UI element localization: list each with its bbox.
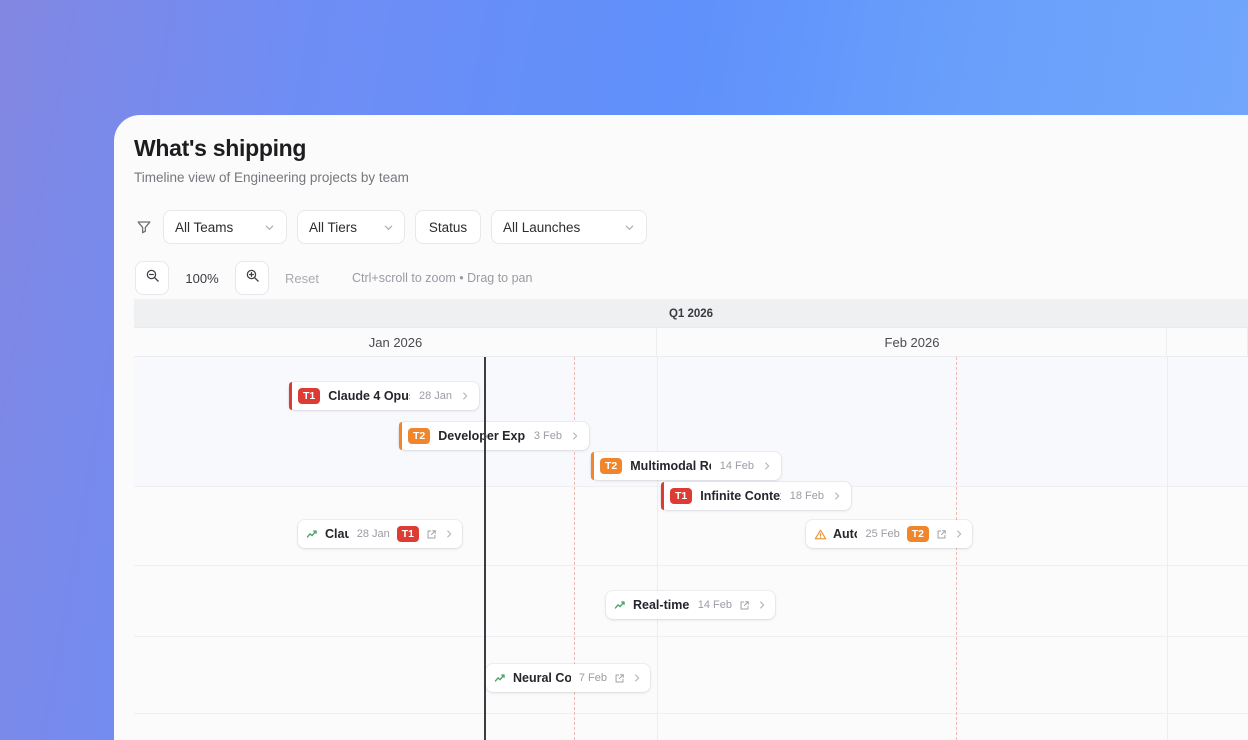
timeline-lane xyxy=(134,566,1248,637)
month-header-label: Feb 2026 xyxy=(884,335,940,350)
zoom-level-label: 100% xyxy=(185,270,219,286)
chevron-down-icon xyxy=(598,222,635,233)
grid-line xyxy=(1167,357,1168,740)
project-date: 28 Jan xyxy=(418,390,452,402)
timeline-lane xyxy=(134,714,1248,740)
zoom-in-icon xyxy=(245,268,260,288)
filter-team-label: All Teams xyxy=(175,219,234,235)
timeline-launch-chip[interactable]: Neural Computer... 7 Feb xyxy=(486,664,650,692)
warning-triangle-icon xyxy=(814,528,827,541)
grid-line xyxy=(574,357,575,740)
launch-title: Claude 4 ... xyxy=(325,527,349,541)
trend-up-icon xyxy=(494,672,507,685)
external-link-icon[interactable] xyxy=(614,673,625,684)
month-divider xyxy=(1166,328,1167,357)
project-title: Multimodal Real-t... xyxy=(630,459,710,473)
launch-date: 14 Feb xyxy=(697,599,732,611)
page-subtitle: Timeline view of Engineering projects by… xyxy=(134,170,409,185)
external-link-icon[interactable] xyxy=(936,529,947,540)
project-date: 18 Feb xyxy=(789,490,824,502)
launch-date: 7 Feb xyxy=(578,672,607,684)
tier-badge: T2 xyxy=(600,458,623,474)
filter-bar: All Teams All Tiers Status All Launches xyxy=(134,210,1248,244)
project-title: Infinite Context + ... xyxy=(700,489,781,503)
timeline-lane xyxy=(134,487,1248,566)
project-title: Developer Experie... xyxy=(438,429,525,443)
timeline-launch-chip[interactable]: Claude 4 ... 28 Jan T1 xyxy=(298,520,462,548)
filter-launch-label: All Launches xyxy=(503,219,581,235)
filter-tier-select[interactable]: All Tiers xyxy=(297,210,405,244)
filter-team-select[interactable]: All Teams xyxy=(163,210,287,244)
chevron-right-icon[interactable] xyxy=(444,529,454,539)
launch-title: Autonomo... xyxy=(833,527,857,541)
grid-line xyxy=(657,357,658,740)
timeline-lane xyxy=(134,637,1248,714)
filter-status-label: Status xyxy=(428,219,468,235)
chevron-right-icon[interactable] xyxy=(757,600,767,610)
trend-up-icon xyxy=(306,528,319,541)
filter-status-button[interactable]: Status xyxy=(415,210,481,244)
filter-tier-label: All Tiers xyxy=(309,219,358,235)
zoom-toolbar: 100% Reset Ctrl+scroll to zoom • Drag to… xyxy=(134,261,1248,295)
page-header: What's shipping Timeline view of Enginee… xyxy=(114,115,1248,295)
timeline-grid[interactable]: 23T1Claude 4 Opus + ...28 JanT2Developer… xyxy=(134,357,1248,740)
timeline-project-bar[interactable]: T1 Claude 4 Opus + ... 28 Jan xyxy=(289,382,479,410)
tier-badge: T1 xyxy=(670,488,693,504)
month-header-cell xyxy=(1167,328,1248,357)
tier-badge: T1 xyxy=(396,526,419,542)
tier-accent-bar xyxy=(591,452,594,480)
filter-launch-select[interactable]: All Launches xyxy=(491,210,647,244)
timeline-app-card: What's shipping Timeline view of Enginee… xyxy=(114,115,1248,740)
tier-badge: T2 xyxy=(906,526,929,542)
page-title: What's shipping xyxy=(134,135,307,161)
chevron-right-icon[interactable] xyxy=(570,431,580,441)
timeline-launch-chip[interactable]: Real-time Multi... 14 Feb xyxy=(606,591,775,619)
timeline-project-bar[interactable]: T1 Infinite Context + ... 18 Feb xyxy=(661,482,851,510)
tier-badge: T2 xyxy=(408,428,431,444)
timeline-project-bar[interactable]: T2 Developer Experie... 3 Feb xyxy=(399,422,589,450)
grid-line xyxy=(956,357,957,740)
tier-accent-bar xyxy=(661,482,664,510)
tier-badge: T1 xyxy=(298,388,321,404)
tier-accent-bar xyxy=(289,382,292,410)
project-date: 3 Feb xyxy=(533,430,562,442)
filter-funnel-icon xyxy=(135,218,153,236)
chevron-right-icon[interactable] xyxy=(762,461,772,471)
chevron-right-icon[interactable] xyxy=(460,391,470,401)
project-date: 14 Feb xyxy=(719,460,754,472)
project-title: Claude 4 Opus + ... xyxy=(328,389,410,403)
month-header-cell: Jan 2026 xyxy=(134,328,657,357)
chevron-down-icon xyxy=(357,222,394,233)
external-link-icon[interactable] xyxy=(426,529,437,540)
tier-accent-bar xyxy=(399,422,402,450)
timeline-quarter-header: Q1 2026 xyxy=(134,299,1248,328)
zoom-in-button[interactable] xyxy=(235,261,269,295)
month-header-cell: Feb 2026 xyxy=(657,328,1167,357)
launch-title: Real-time Multi... xyxy=(633,598,690,612)
external-link-icon[interactable] xyxy=(739,600,750,611)
timeline-launch-chip[interactable]: Autonomo... 25 Feb T2 xyxy=(806,520,972,548)
chevron-right-icon[interactable] xyxy=(632,673,642,683)
launch-date: 25 Feb xyxy=(865,528,900,540)
timeline-month-header: Jan 2026 Feb 2026 xyxy=(134,328,1248,357)
trend-up-icon xyxy=(614,599,627,612)
today-line xyxy=(484,357,486,740)
launch-title: Neural Computer... xyxy=(513,671,571,685)
zoom-out-button[interactable] xyxy=(135,261,169,295)
month-header-label: Jan 2026 xyxy=(368,335,423,350)
chevron-right-icon[interactable] xyxy=(954,529,964,539)
zoom-hint-text: Ctrl+scroll to zoom • Drag to pan xyxy=(351,271,533,285)
launch-date: 28 Jan xyxy=(356,528,390,540)
timeline-project-bar[interactable]: T2 Multimodal Real-t... 14 Feb xyxy=(591,452,781,480)
chevron-right-icon[interactable] xyxy=(832,491,842,501)
chevron-down-icon xyxy=(238,222,275,233)
month-divider xyxy=(656,328,657,357)
quarter-header-cell: Q1 2026 xyxy=(668,307,714,320)
zoom-out-icon xyxy=(145,268,160,288)
zoom-reset-button[interactable]: Reset xyxy=(285,270,319,286)
